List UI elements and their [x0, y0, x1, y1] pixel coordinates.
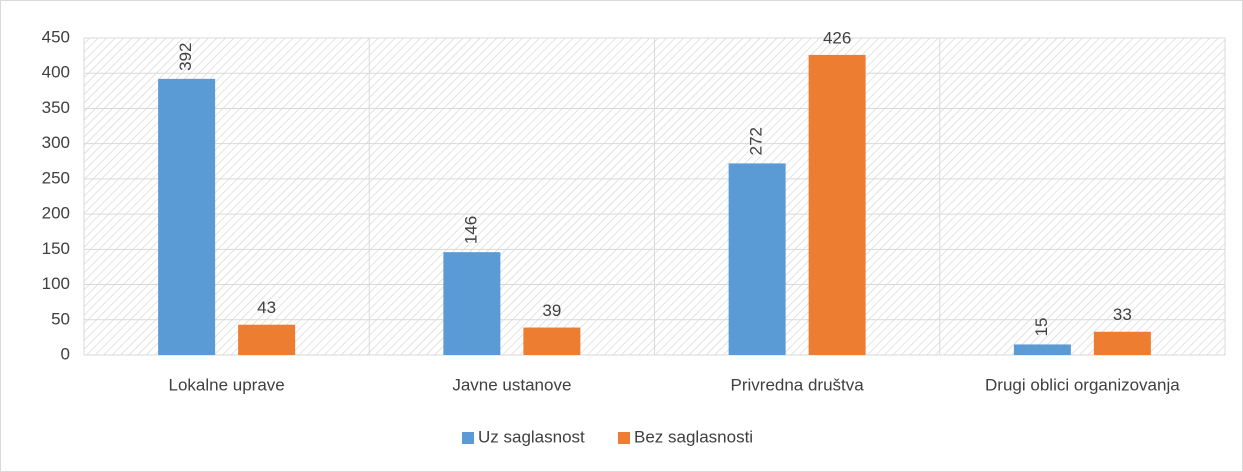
bar	[1013, 344, 1071, 355]
legend-label: Bez saglasnosti	[634, 427, 753, 446]
bar	[238, 324, 296, 355]
legend-label: Uz saglasnost	[478, 427, 585, 446]
bar	[158, 78, 216, 355]
x-tick-label: Drugi oblici organizovanja	[985, 375, 1180, 394]
data-label: 39	[542, 301, 561, 320]
data-label: 146	[461, 216, 480, 244]
y-tick-label: 200	[42, 204, 70, 223]
y-tick-label: 0	[61, 344, 70, 363]
y-tick-label: 150	[42, 239, 70, 258]
bar	[728, 163, 786, 355]
x-tick-label: Lokalne uprave	[168, 375, 284, 394]
y-tick-label: 450	[42, 27, 70, 46]
data-label: 15	[1032, 318, 1051, 337]
legend-swatch	[618, 432, 630, 444]
y-tick-label: 250	[42, 168, 70, 187]
data-label: 426	[823, 28, 851, 47]
x-tick-label: Javne ustanove	[452, 375, 571, 394]
y-tick-label: 300	[42, 133, 70, 152]
legend-swatch	[462, 432, 474, 444]
bar	[523, 327, 581, 355]
y-tick-label: 350	[42, 98, 70, 117]
bar	[808, 54, 866, 355]
y-tick-label: 100	[42, 274, 70, 293]
data-label: 272	[747, 127, 766, 155]
y-tick-label: 400	[42, 63, 70, 82]
bar	[443, 252, 501, 355]
bar	[1093, 331, 1151, 355]
data-label: 33	[1113, 305, 1132, 324]
data-label: 392	[176, 42, 195, 70]
data-label: 43	[257, 298, 276, 317]
y-tick-label: 50	[51, 309, 70, 328]
x-tick-label: Privredna društva	[731, 375, 865, 394]
